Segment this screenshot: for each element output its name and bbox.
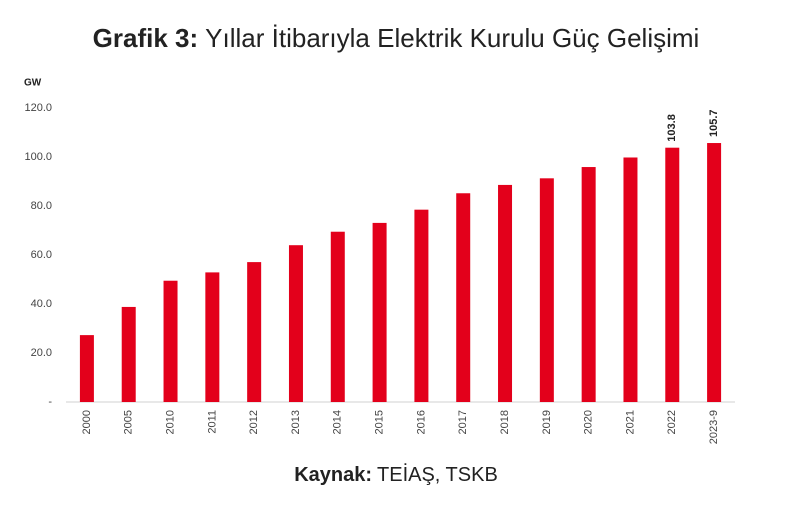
bar xyxy=(247,262,262,402)
bar xyxy=(707,143,722,402)
value-label: 105.7 xyxy=(708,110,720,138)
x-tick-label: 2020 xyxy=(583,410,595,434)
x-tick-label: 2012 xyxy=(248,410,260,434)
bar xyxy=(539,178,554,402)
bar xyxy=(330,231,345,402)
bar xyxy=(623,157,638,402)
x-tick-label: 2019 xyxy=(541,410,553,434)
y-tick-label: 100.0 xyxy=(24,151,52,163)
bar xyxy=(665,147,680,402)
title-prefix: Grafik 3: xyxy=(93,23,199,53)
x-tick-label: 2015 xyxy=(374,410,386,434)
bar xyxy=(414,209,429,402)
bar xyxy=(79,335,94,402)
value-label: 103.8 xyxy=(666,114,678,142)
x-tick-label: 2010 xyxy=(164,410,176,434)
y-tick-label: 80.0 xyxy=(31,200,52,212)
y-tick-label: 60.0 xyxy=(31,249,52,261)
y-tick-label: - xyxy=(48,396,52,408)
bar xyxy=(205,272,220,402)
bar xyxy=(372,222,387,402)
bar xyxy=(581,167,596,402)
x-tick-label: 2017 xyxy=(457,410,469,434)
bar xyxy=(288,245,303,402)
x-tick-label: 2005 xyxy=(123,410,135,434)
y-tick-label: 40.0 xyxy=(31,298,52,310)
bar xyxy=(498,184,513,402)
title-text: Yıllar İtibarıyla Elektrik Kurulu Güç Ge… xyxy=(205,23,699,53)
y-axis-label: GW xyxy=(24,78,42,89)
y-tick-label: 120.0 xyxy=(24,102,52,114)
x-tick-label: 2022 xyxy=(666,410,678,434)
x-tick-label: 2023-9 xyxy=(708,410,720,444)
x-tick-label: 2018 xyxy=(499,410,511,434)
bar xyxy=(121,306,136,402)
y-tick-label: 20.0 xyxy=(31,347,52,359)
source-prefix: Kaynak: xyxy=(294,464,372,486)
chart-title: Grafik 3: Yıllar İtibarıyla Elektrik Kuru… xyxy=(93,23,700,53)
source: Kaynak: TEİAŞ, TSKB xyxy=(294,463,498,486)
x-tick-label: 2000 xyxy=(81,410,93,434)
x-tick-label: 2013 xyxy=(290,410,302,434)
x-tick-label: 2016 xyxy=(415,410,427,434)
source-text: TEİAŞ, TSKB xyxy=(377,463,498,486)
bar xyxy=(456,193,471,402)
bar xyxy=(163,280,178,402)
x-tick-label: 2021 xyxy=(624,410,636,434)
x-tick-label: 2014 xyxy=(332,410,344,434)
x-tick-label: 2011 xyxy=(206,410,218,434)
